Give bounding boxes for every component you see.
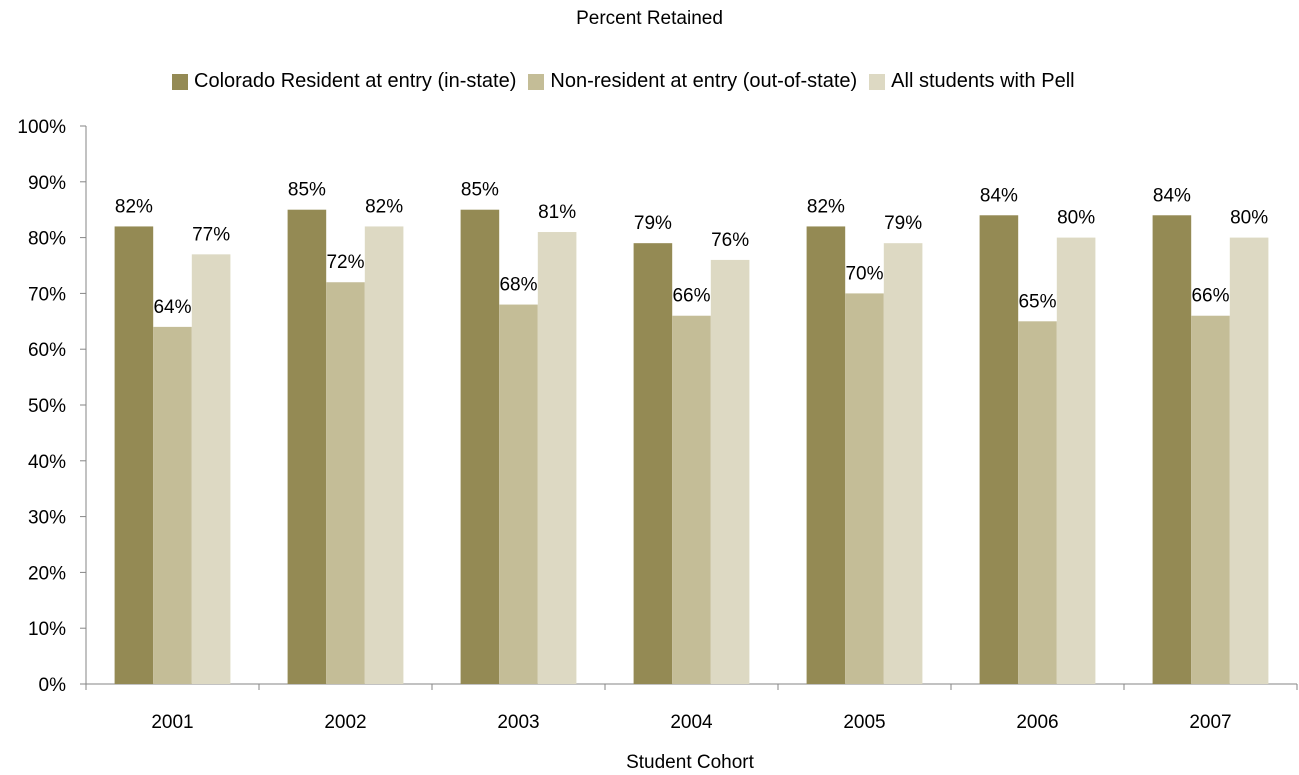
data-label: 64% <box>153 297 191 318</box>
data-label: 82% <box>365 196 403 217</box>
y-tick-label: 10% <box>28 619 66 640</box>
y-tick-label: 30% <box>28 508 66 529</box>
bar <box>287 209 327 684</box>
data-label: 79% <box>634 213 672 234</box>
data-label: 82% <box>807 196 845 217</box>
legend-swatch-pell <box>869 73 886 90</box>
data-label: 84% <box>980 185 1018 206</box>
bar <box>883 243 923 684</box>
y-tick-label: 90% <box>28 173 66 194</box>
bar <box>326 282 365 684</box>
y-tick-label: 60% <box>28 340 66 361</box>
x-tick-label: 2003 <box>497 712 539 733</box>
x-tick-label: 2006 <box>1016 712 1058 733</box>
bar <box>1018 321 1057 684</box>
y-tick-label: 50% <box>28 396 66 417</box>
data-label: 79% <box>884 213 922 234</box>
bar <box>364 226 404 684</box>
data-label: 66% <box>672 286 710 307</box>
y-tick-label: 70% <box>28 284 66 305</box>
legend-label-in-state: Colorado Resident at entry (in-state) <box>194 70 517 92</box>
chart-legend: Colorado Resident at entry (in-state) No… <box>172 70 1087 93</box>
data-label: 68% <box>499 275 537 296</box>
y-tick-label: 0% <box>39 675 67 696</box>
bar <box>537 232 577 684</box>
data-label: 65% <box>1018 291 1056 312</box>
data-label: 81% <box>538 202 576 223</box>
bar <box>633 243 673 684</box>
x-axis-title: Student Cohort <box>626 752 754 773</box>
bar <box>191 254 231 684</box>
x-tick-label: 2001 <box>151 712 193 733</box>
data-label: 77% <box>192 224 230 245</box>
y-tick-label: 100% <box>17 117 66 138</box>
bar <box>114 226 154 684</box>
data-label: 80% <box>1057 208 1095 229</box>
x-tick-label: 2004 <box>670 712 713 733</box>
data-label: 76% <box>711 230 749 251</box>
data-label: 85% <box>288 180 326 201</box>
y-tick-label: 80% <box>28 229 66 250</box>
legend-label-pell: All students with Pell <box>891 70 1075 92</box>
x-tick-label: 2005 <box>843 712 885 733</box>
data-label: 84% <box>1153 185 1191 206</box>
data-label: 66% <box>1191 286 1229 307</box>
legend-swatch-out-of-state <box>528 73 545 90</box>
bar <box>1191 315 1230 684</box>
bar <box>979 215 1019 684</box>
legend-item-in-state: Colorado Resident at entry (in-state) <box>172 70 516 93</box>
bar <box>710 259 750 684</box>
legend-label-out-of-state: Non-resident at entry (out-of-state) <box>550 70 858 92</box>
bar <box>460 209 500 684</box>
data-label: 70% <box>845 263 883 284</box>
chart-title: Percent Retained <box>576 8 723 29</box>
bar <box>153 326 192 684</box>
data-label: 72% <box>326 252 364 273</box>
data-label: 80% <box>1230 208 1268 229</box>
bar <box>845 293 884 684</box>
legend-swatch-in-state <box>172 73 188 90</box>
x-tick-label: 2007 <box>1189 712 1231 733</box>
bar <box>1056 237 1096 684</box>
legend-item-out-of-state: Non-resident at entry (out-of-state) <box>528 70 857 93</box>
bar <box>672 315 711 684</box>
bar <box>499 304 538 684</box>
y-tick-label: 20% <box>28 563 66 584</box>
x-tick-label: 2002 <box>324 712 366 733</box>
bar <box>806 226 846 684</box>
data-label: 85% <box>461 180 499 201</box>
data-label: 82% <box>115 196 153 217</box>
y-tick-label: 40% <box>28 452 66 473</box>
bar <box>1152 215 1192 684</box>
legend-item-pell: All students with Pell <box>869 70 1075 93</box>
bar <box>1229 237 1269 684</box>
